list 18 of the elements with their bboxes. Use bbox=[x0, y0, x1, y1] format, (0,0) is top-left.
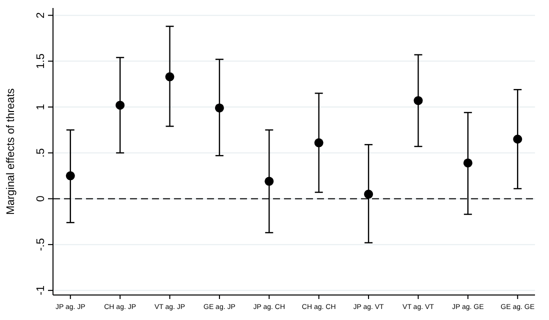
y-tick-label: 1 bbox=[35, 104, 47, 110]
y-tick-label: .5 bbox=[35, 148, 47, 158]
point bbox=[264, 176, 274, 186]
point bbox=[214, 103, 224, 112]
y-tick-label: -1 bbox=[35, 286, 47, 296]
y-tick-label: 1.5 bbox=[35, 54, 47, 69]
point bbox=[116, 100, 125, 110]
y-axis-title: Marginal effects of threats bbox=[5, 88, 17, 215]
point bbox=[165, 72, 174, 82]
point bbox=[513, 134, 522, 144]
point bbox=[414, 96, 423, 106]
y-tick-label: 2 bbox=[35, 12, 47, 18]
point bbox=[314, 138, 324, 148]
point bbox=[463, 158, 472, 168]
point bbox=[66, 171, 75, 180]
point bbox=[364, 190, 374, 199]
y-tick-label: -.5 bbox=[35, 238, 47, 251]
y-tick-label: 0 bbox=[35, 196, 47, 202]
